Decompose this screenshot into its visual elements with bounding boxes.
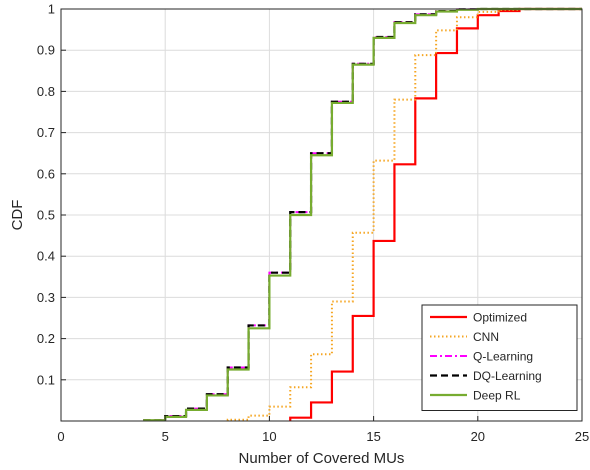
legend-box: [421, 304, 578, 411]
x-tick-label: 25: [575, 429, 589, 444]
x-tick-label: 20: [471, 429, 485, 444]
series-line-deep-rl: [143, 7, 582, 422]
y-tick-label: 0.3: [37, 290, 55, 305]
y-axis-label: CDF: [9, 200, 26, 231]
legend-label: Deep RL: [473, 389, 521, 403]
legend: Optimized CNN Q-Learning DQ-Learning Deep RL: [421, 304, 578, 411]
y-tick-label: 0.9: [37, 43, 55, 58]
legend-label: Optimized: [473, 311, 527, 325]
y-tick-label: 1: [48, 2, 55, 17]
y-tick-label: 0.2: [37, 331, 55, 346]
ticks: 0 5 10 15 20 25 0.1 0.2 0.3 0.4 0.5 0.6 0.7 0.8 0.9 1: [37, 2, 589, 445]
x-tick-label: 15: [366, 429, 380, 444]
x-axis-label: Number of Covered MUs: [239, 450, 405, 467]
y-tick-label: 0.5: [37, 208, 55, 223]
grid: [60, 8, 583, 421]
series-line-cnn: [226, 8, 582, 421]
series-layer: [143, 7, 582, 422]
y-tick-label: 0.1: [37, 372, 55, 387]
legend-label: CNN: [473, 330, 499, 344]
x-tick-label: 0: [57, 429, 64, 444]
x-tick-label: 5: [162, 429, 169, 444]
series-line-optimized: [289, 7, 582, 421]
y-tick-label: 0.7: [37, 125, 55, 140]
y-tick-label: 0.8: [37, 84, 55, 99]
y-tick-label: 0.4: [37, 249, 55, 264]
legend-label: Q-Learning: [473, 350, 533, 364]
x-tick-label: 10: [262, 429, 276, 444]
y-tick-label: 0.6: [37, 166, 55, 181]
legend-label: DQ-Learning: [473, 369, 542, 383]
